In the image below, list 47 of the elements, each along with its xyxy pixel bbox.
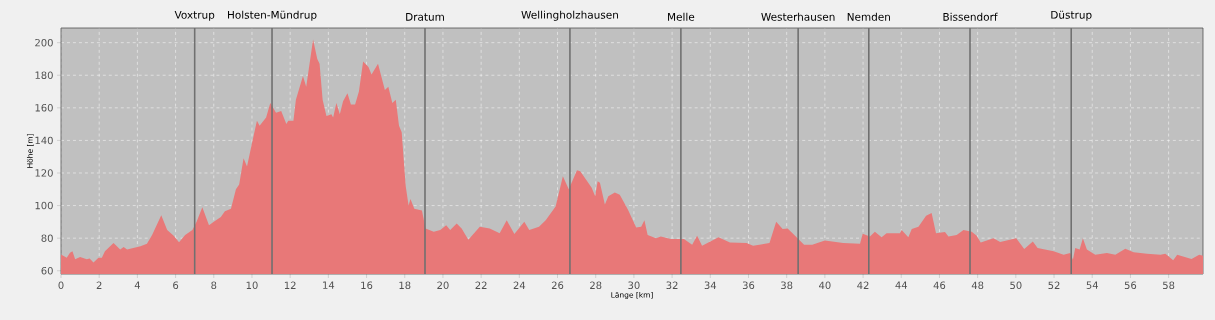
x-tick-label: 56: [1124, 281, 1137, 290]
x-tick-label: 36: [742, 281, 755, 290]
ref-line-label: Nemden: [847, 12, 890, 21]
x-tick-label: 52: [1048, 281, 1060, 290]
x-tick-label: 38: [781, 281, 793, 290]
x-tick-label: 2: [96, 281, 102, 289]
x-tick-label: 44: [895, 281, 908, 289]
ref-line-label: Dratum: [406, 13, 444, 21]
x-tick-label: 8: [211, 281, 217, 290]
x-tick-label: 40: [819, 281, 831, 290]
x-tick-label: 50: [1010, 281, 1022, 290]
y-tick-label: 120: [35, 169, 53, 177]
x-tick-label: 28: [590, 281, 602, 290]
x-tick-label: 42: [857, 281, 869, 289]
x-tick-label: 48: [971, 281, 984, 290]
x-tick-label: 16: [361, 281, 373, 290]
y-tick-label: 140: [35, 136, 53, 145]
y-tick-label: 100: [35, 201, 53, 210]
ref-line-label: Melle: [668, 12, 695, 21]
ref-line-label: Düstrup: [1051, 10, 1092, 21]
x-tick-label: 32: [666, 281, 678, 290]
x-tick-label: 0: [58, 281, 64, 290]
x-tick-label: 34: [704, 281, 717, 290]
y-tick-label: 160: [35, 104, 53, 112]
x-tick-label: 18: [399, 281, 411, 290]
x-tick-label: 26: [551, 281, 564, 290]
ref-line-label: Voxtrup: [174, 11, 215, 21]
x-tick-label: 10: [246, 281, 258, 290]
y-tick-label: 200: [35, 38, 53, 47]
x-tick-label: 22: [475, 281, 487, 289]
x-tick-label: 12: [284, 281, 296, 289]
y-tick-label: 180: [35, 71, 53, 80]
ref-line-label: Wellingholzhausen: [521, 10, 618, 21]
x-tick-label: 14: [323, 281, 335, 289]
x-tick-label: 46: [933, 281, 946, 290]
ref-line-label: Bissendorf: [943, 12, 998, 21]
y-tick-label: 80: [41, 234, 53, 242]
x-tick-label: 54: [1086, 281, 1099, 289]
x-tick-label: 58: [1163, 281, 1175, 290]
ref-line-label: Holsten-Mündrup: [228, 10, 317, 21]
y-tick-label: 60: [41, 266, 53, 275]
ref-line-label: Westerhausen: [761, 12, 835, 21]
x-tick-label: 20: [437, 281, 449, 290]
x-tick-label: 6: [173, 281, 179, 290]
x-tick-label: 24: [513, 281, 526, 289]
x-tick-label: 4: [134, 281, 140, 289]
x-tick-label: 30: [628, 281, 640, 290]
